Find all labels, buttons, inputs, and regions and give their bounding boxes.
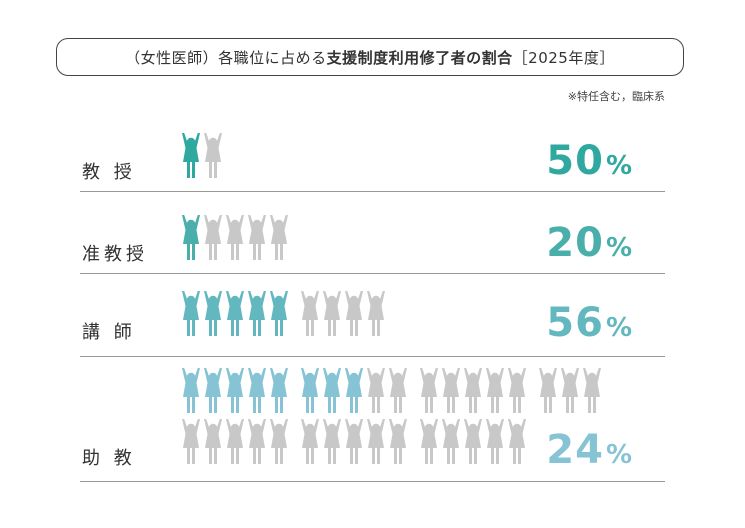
row-divider: [80, 356, 665, 357]
person-icon: [420, 419, 438, 464]
person-icon: [420, 368, 438, 413]
row-label-lecturer: 講 師: [82, 322, 136, 343]
person-icon: [583, 368, 601, 413]
person-icon: [226, 419, 244, 464]
person-icon: [389, 419, 407, 464]
person-icon: [270, 291, 288, 336]
person-icon: [508, 419, 526, 464]
percent-unit: %: [605, 151, 633, 181]
person-icon: [442, 419, 460, 464]
title-suffix: ［2025年度］: [512, 48, 615, 67]
person-icon: [486, 419, 504, 464]
percent-value: 50%: [546, 138, 633, 184]
person-icon: [204, 215, 222, 260]
person-icon: [270, 368, 288, 413]
person-icon: [464, 419, 482, 464]
person-icon: [204, 133, 222, 178]
person-icon: [204, 291, 222, 336]
percent-value: 20%: [546, 220, 633, 266]
person-icon: [367, 291, 385, 336]
person-icon: [226, 215, 244, 260]
person-icon: [323, 291, 341, 336]
person-icon: [301, 419, 319, 464]
chart-title: （女性医師）各職位に占める 支援制度利用修了者の割合 ［2025年度］: [56, 38, 684, 76]
person-icon: [367, 368, 385, 413]
percent-unit: %: [605, 440, 633, 470]
person-icon: [182, 291, 200, 336]
person-icon: [323, 368, 341, 413]
row-label-assistant-professor: 助 教: [82, 448, 136, 469]
percent-unit: %: [605, 313, 633, 343]
row-label-professor: 教 授: [82, 162, 136, 183]
row-divider: [80, 273, 665, 274]
person-icon: [270, 419, 288, 464]
person-icon: [464, 368, 482, 413]
percent-unit: %: [605, 233, 633, 263]
person-icon: [367, 419, 385, 464]
person-icon: [248, 368, 266, 413]
percent-number: 20: [546, 220, 604, 266]
person-icon: [226, 368, 244, 413]
person-icon: [182, 419, 200, 464]
percent-value: 56%: [546, 300, 633, 346]
person-icon: [182, 133, 200, 178]
person-icon: [442, 368, 460, 413]
person-icon: [561, 368, 579, 413]
row-label-associate-professor: 准教授: [82, 244, 148, 265]
person-icon: [389, 368, 407, 413]
person-icon: [345, 419, 363, 464]
person-icon: [248, 291, 266, 336]
person-icon: [323, 419, 341, 464]
person-icon: [539, 368, 557, 413]
footnote: ※特任含む，臨床系: [567, 90, 665, 103]
person-icon: [486, 368, 504, 413]
percent-number: 50: [546, 138, 604, 184]
percent-value: 24%: [546, 427, 633, 473]
row-divider: [80, 191, 665, 192]
person-icon: [508, 368, 526, 413]
title-prefix: （女性医師）各職位に占める: [125, 48, 327, 67]
person-icon: [301, 291, 319, 336]
person-icon: [345, 291, 363, 336]
person-icon: [204, 368, 222, 413]
person-icon: [204, 419, 222, 464]
person-icon: [270, 215, 288, 260]
person-icon: [301, 368, 319, 413]
person-icon: [248, 419, 266, 464]
percent-number: 56: [546, 300, 604, 346]
percent-number: 24: [546, 427, 604, 473]
person-icon: [248, 215, 266, 260]
row-divider: [80, 481, 665, 482]
title-bold: 支援制度利用修了者の割合: [326, 48, 513, 67]
person-icon: [182, 215, 200, 260]
person-icon: [226, 291, 244, 336]
person-icon: [182, 368, 200, 413]
person-icon: [345, 368, 363, 413]
